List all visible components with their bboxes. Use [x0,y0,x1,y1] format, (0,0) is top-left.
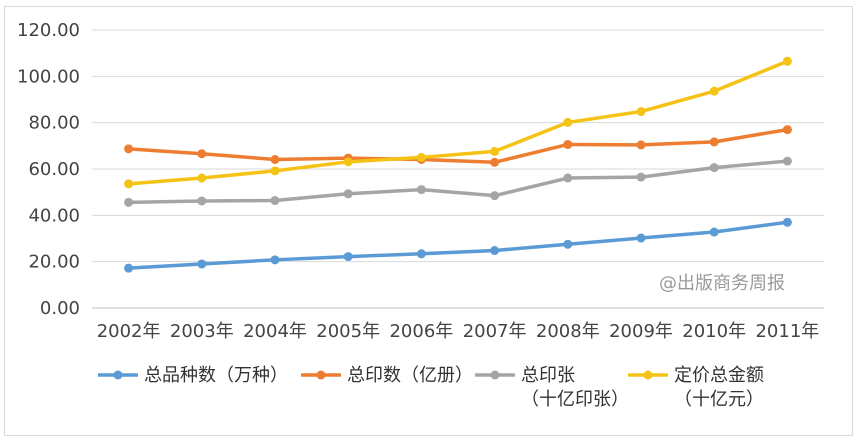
data-point [563,139,573,149]
data-point [270,155,280,165]
y-tick-label: 60.00 [28,159,80,180]
data-point [709,86,719,96]
data-point [782,125,792,135]
chart-frame [4,6,853,436]
x-tick-label: 2011年 [755,321,819,342]
data-point [490,191,500,201]
data-point [490,157,500,167]
y-tick-label: 20.00 [28,252,80,273]
data-point [782,156,792,166]
legend-label: 总品种数（万种） [144,365,288,386]
legend-swatch-marker [316,370,326,380]
data-point [197,259,207,269]
data-point [636,233,646,243]
x-tick-label: 2003年 [170,321,234,342]
y-axis: 0.00 20.00 40.00 60.00 80.00 100.00 120.00 [17,20,80,319]
watermark: @出版商务周报 [659,273,785,294]
x-tick-label: 2004年 [243,321,307,342]
series-line [126,59,790,186]
y-tick-label: 100.00 [17,66,80,87]
data-point [124,179,134,189]
data-point [782,56,792,66]
x-tick-label: 2007年 [463,321,527,342]
data-point [709,163,719,173]
x-tick-label: 2008年 [536,321,600,342]
legend: 总品种数（万种） 总印数（亿册） 总印张 （十亿印张） 定价总金额 （十亿元） [98,365,764,410]
legend-label: （十亿元） [674,389,764,410]
legend-swatch-marker [490,370,500,380]
data-point [343,189,353,199]
x-tick-label: 2009年 [609,321,673,342]
legend-label: 总印数（亿册） [347,365,473,386]
y-tick-label: 0.00 [40,298,80,319]
data-point [563,173,573,183]
data-point [124,263,134,273]
data-point [270,255,280,265]
data-point [416,249,426,259]
x-axis: 2002年 2003年 2004年 2005年 2006年 2007年 2008年 2009年… [97,321,820,342]
legend-label: 定价总金额 [674,365,764,386]
data-point [343,157,353,167]
series-line [126,220,790,270]
series-line [126,127,790,165]
series-layer [124,56,792,273]
data-point [270,196,280,206]
data-point [709,227,719,237]
data-point [782,217,792,227]
legend-swatch-marker [643,370,653,380]
data-point [636,172,646,182]
data-point [416,185,426,195]
data-point [124,144,134,154]
data-point [197,173,207,183]
data-point [636,140,646,150]
data-point [636,107,646,117]
x-tick-label: 2010年 [682,321,746,342]
y-tick-label: 120.00 [17,20,80,41]
y-tick-label: 80.00 [28,113,80,134]
x-tick-label: 2005年 [316,321,380,342]
data-point [197,196,207,206]
data-point [343,252,353,262]
data-point [270,166,280,176]
y-tick-label: 40.00 [28,205,80,226]
data-point [563,239,573,249]
series-line [126,159,790,205]
data-point [709,137,719,147]
data-point [563,117,573,127]
x-tick-label: 2006年 [389,321,453,342]
data-point [197,149,207,159]
data-point [416,152,426,162]
legend-label: （十亿印张） [521,389,629,410]
data-point [124,197,134,207]
x-tick-label: 2002年 [97,321,161,342]
legend-label: 总印张 [521,365,575,386]
data-point [490,246,500,256]
data-point [490,146,500,156]
legend-swatch-marker [113,370,123,380]
